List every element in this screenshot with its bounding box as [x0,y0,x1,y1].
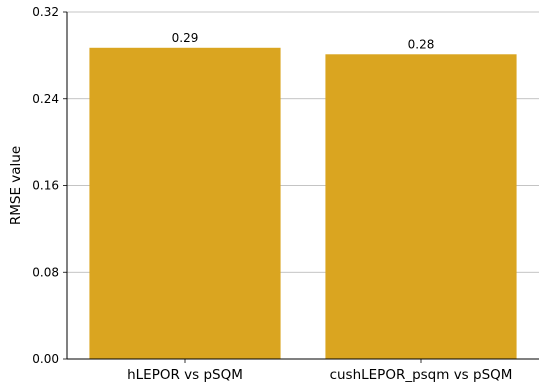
x-tick-label: hLEPOR vs pSQM [127,367,243,383]
y-tick-label: 0.08 [32,265,59,279]
y-tick-label: 0.32 [32,5,59,19]
x-tick-label: cushLEPOR_psqm vs pSQM [330,367,513,383]
y-axis-title: RMSE value [8,146,24,225]
bar-value-label: 0.29 [172,31,199,45]
bar [89,47,281,360]
labels: 0.00 0.08 0.16 0.24 0.32 0.29 hLEPOR vs pSQM 0.… [32,5,512,383]
axes [63,11,539,363]
y-tick-label: 0.24 [32,92,59,106]
y-tick-label: 0.16 [32,179,59,193]
bars [89,47,517,360]
y-tick-label: 0.00 [32,352,59,366]
bar [325,54,517,360]
bar-value-label: 0.28 [408,37,435,51]
